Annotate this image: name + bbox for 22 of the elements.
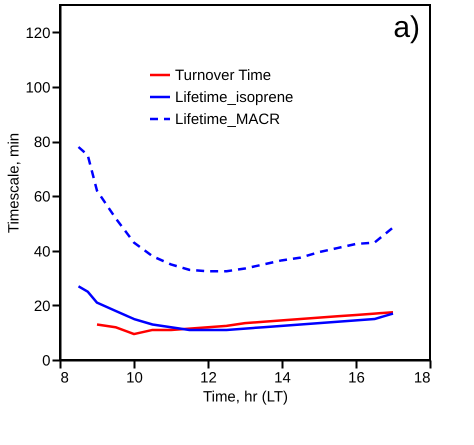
legend-label: Lifetime_MACR (175, 111, 280, 128)
y-tick-label: 100 (25, 79, 50, 96)
x-tick-label: 14 (274, 370, 291, 386)
y-tick-label: 20 (34, 298, 50, 315)
legend-label: Turnover Time (175, 67, 272, 84)
line-series (77, 146, 394, 272)
line-series (77, 285, 394, 332)
annotation: a) (393, 11, 420, 44)
y-tick-label: 40 (34, 243, 50, 260)
x-tick-label: 16 (348, 370, 365, 386)
x-axis-title: Time, hr (LT) (203, 388, 288, 406)
x-tick-label: 10 (126, 370, 143, 386)
x-tick-label: 18 (414, 370, 430, 386)
y-tick-label: 60 (34, 188, 50, 206)
y-tick-label: 80 (34, 134, 50, 152)
legend-label: Lifetime_isoprene (175, 89, 294, 106)
y-tick-label: 0 (42, 352, 50, 370)
x-tick-label: 8 (60, 370, 69, 386)
y-tick-label: 120 (25, 24, 50, 42)
y-axis-title: Timescale, min (5, 132, 22, 234)
x-tick-label: 12 (200, 370, 217, 386)
line-series (96, 310, 394, 336)
